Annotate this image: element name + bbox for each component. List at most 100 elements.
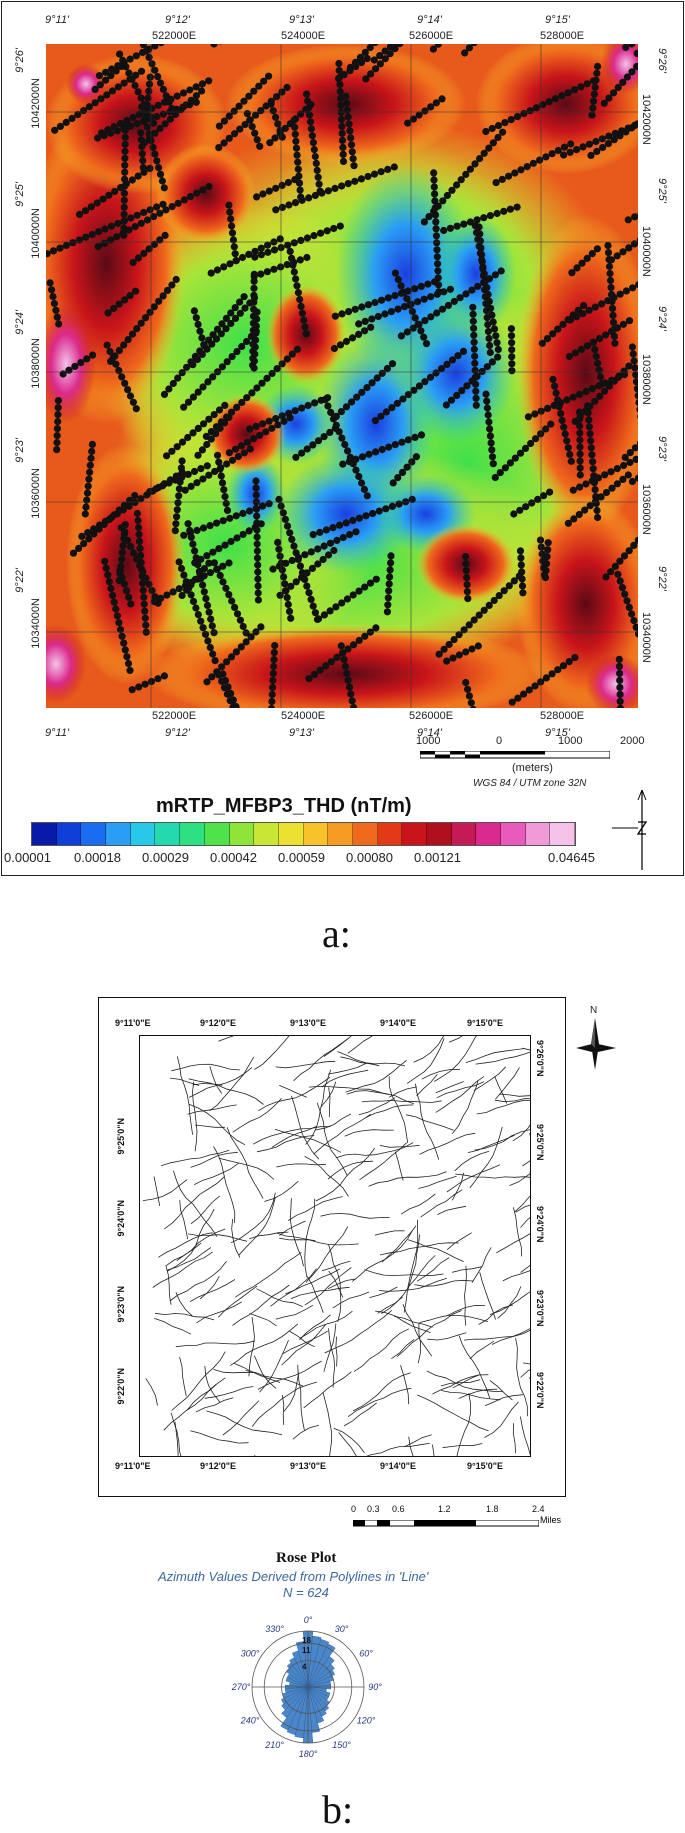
longitude-label: 9°15' [545, 14, 570, 26]
panel-a-north-arrow [612, 784, 672, 874]
rose-radial-label: 11 [302, 1646, 311, 1655]
longitude-label: 9°11'0"E [115, 1461, 151, 1471]
colorbar-swatch [427, 823, 452, 845]
easting-label: 528000E [540, 30, 584, 42]
panel-b-scale-bar [353, 1515, 539, 1523]
colorbar-swatch [304, 823, 329, 845]
longitude-label: 9°12'0"E [200, 1018, 236, 1028]
longitude-label: 9°12' [165, 727, 190, 739]
longitude-label: 9°11'0"E [115, 1018, 151, 1028]
colorbar-swatch [378, 823, 403, 845]
panel-a-colorbar [31, 822, 576, 846]
easting-label: 524000E [281, 30, 325, 42]
rose-angle-label: 300° [241, 1649, 260, 1659]
panel-a-projection: WGS 84 / UTM zone 32N [473, 778, 586, 789]
colorbar-swatch [131, 823, 156, 845]
latitude-label: 9°22' [656, 566, 668, 591]
easting-label: 528000E [540, 710, 584, 722]
colorbar-tick-label: 0.00029 [142, 850, 189, 865]
easting-label: 524000E [281, 710, 325, 722]
thd-map-raster [46, 44, 638, 708]
northing-label: 1042000N [640, 94, 652, 145]
colorbar-tick-label: 0.00121 [414, 850, 461, 865]
longitude-label: 9°12' [165, 14, 190, 26]
colorbar-swatch [476, 823, 501, 845]
latitude-label: 9°23'0"N [116, 1286, 126, 1323]
longitude-label: 9°14'0"E [380, 1018, 416, 1028]
longitude-label: 9°15'0"E [467, 1018, 503, 1028]
latitude-label: 9°25'0"N [116, 1118, 126, 1155]
scale-unit: Miles [540, 1515, 561, 1525]
colorbar-tick-label: 0.00059 [278, 850, 325, 865]
rose-angle-label: 60° [359, 1649, 373, 1659]
northing-label: 1038000N [30, 338, 42, 389]
scale-label: 2.4 [532, 1504, 545, 1514]
northing-label: 1040000N [640, 226, 652, 277]
scale-label: 0 [351, 1504, 356, 1514]
colorbar-swatch [57, 823, 82, 845]
longitude-label: 9°13'0"E [290, 1461, 326, 1471]
rose-plot-title: Rose Plot [276, 1550, 336, 1567]
colorbar-swatch [106, 823, 131, 845]
longitude-label: 9°11' [45, 727, 69, 739]
latitude-label: 9°22'0"N [116, 1368, 126, 1405]
scale-label: 1000 [558, 735, 582, 747]
longitude-label: 9°13'0"E [290, 1018, 326, 1028]
rose-angle-label: 30° [335, 1624, 349, 1634]
rose-plot-chart: 0°30°60°90°120°150°180°210°240°270°300°3… [220, 1598, 396, 1776]
longitude-label: 9°14' [417, 14, 442, 26]
latitude-label: 9°24' [14, 310, 26, 335]
longitude-label: 9°13' [289, 14, 314, 26]
latitude-label: 9°26' [14, 48, 26, 73]
scale-label: 1.8 [486, 1504, 499, 1514]
colorbar-swatch [254, 823, 279, 845]
latitude-label: 9°26' [656, 48, 668, 73]
northing-label: 1036000N [640, 484, 652, 535]
easting-label: 522000E [152, 30, 196, 42]
colorbar-swatch [353, 823, 378, 845]
rose-angle-label: 90° [368, 1682, 382, 1692]
rose-angle-label: 120° [357, 1716, 376, 1726]
latitude-label: 9°24'0"N [535, 1206, 545, 1243]
rose-angle-label: 0° [304, 1615, 313, 1625]
colorbar-tick-label: 0.00018 [74, 850, 121, 865]
longitude-label: 9°13' [289, 727, 314, 739]
colorbar-swatch [526, 823, 551, 845]
rose-radial-label: 18 [302, 1636, 311, 1645]
northing-label: 1038000N [640, 354, 652, 405]
colorbar-swatch [501, 823, 526, 845]
longitude-label: 9°11' [45, 14, 69, 26]
easting-label: 522000E [152, 710, 196, 722]
panel-a-colorbar-title: mRTP_MFBP3_THD (nT/m) [156, 795, 412, 818]
scale-label: 0.3 [367, 1504, 380, 1514]
rose-angle-label: 150° [332, 1740, 351, 1750]
rose-radial-label: 4 [302, 1663, 307, 1672]
colorbar-swatch [279, 823, 304, 845]
panel-a-caption: a: [322, 910, 351, 957]
scale-label: 0 [496, 735, 502, 747]
longitude-label: 9°14'0"E [380, 1461, 416, 1471]
latitude-label: 9°22' [14, 568, 26, 593]
easting-label: 526000E [409, 710, 453, 722]
colorbar-tick-label: 0.00042 [210, 850, 257, 865]
panel-a-scale-bar [420, 746, 610, 754]
rose-angle-label: 180° [299, 1749, 318, 1759]
colorbar-swatch [81, 823, 106, 845]
easting-label: 526000E [409, 30, 453, 42]
colorbar-tick-label: 0.04645 [548, 850, 595, 865]
colorbar-swatch [550, 823, 575, 845]
colorbar-swatch [180, 823, 205, 845]
rose-angle-label: 270° [231, 1682, 251, 1692]
latitude-label: 9°25' [656, 178, 668, 203]
panel-b-north-label: N [590, 1005, 597, 1016]
lineament-map [139, 1035, 531, 1457]
rose-angle-label: 330° [265, 1624, 284, 1634]
northing-label: 1036000N [30, 468, 42, 519]
latitude-label: 9°23' [656, 436, 668, 461]
latitude-label: 9°25' [14, 182, 26, 207]
latitude-label: 9°22'0"N [535, 1372, 545, 1409]
colorbar-swatch [230, 823, 255, 845]
scale-label: 2000 [620, 735, 644, 747]
longitude-label: 9°15'0"E [467, 1461, 503, 1471]
colorbar-swatch [452, 823, 477, 845]
